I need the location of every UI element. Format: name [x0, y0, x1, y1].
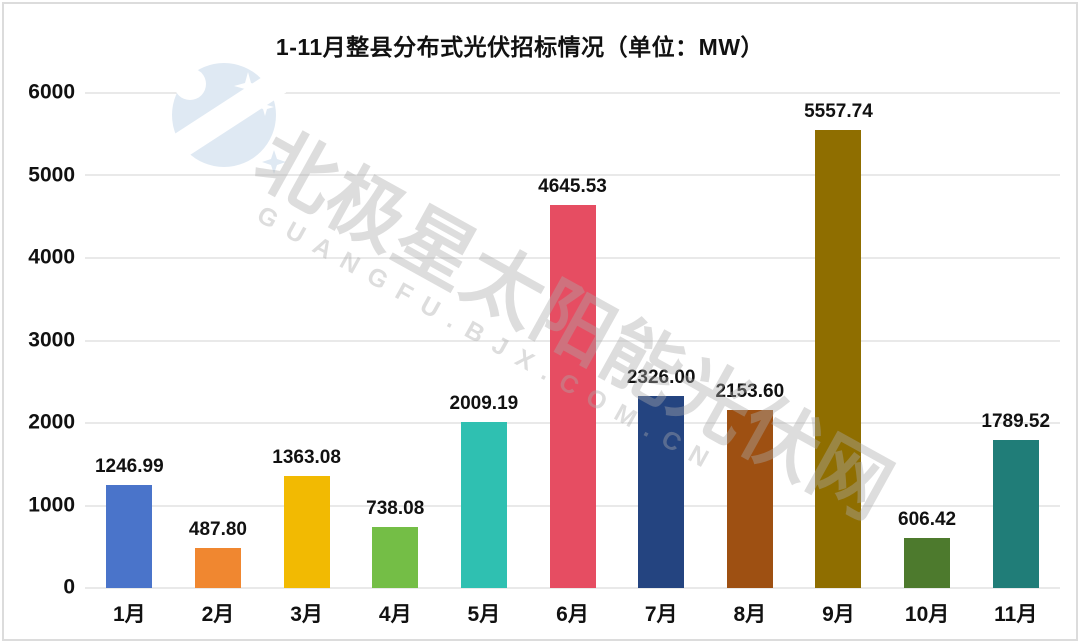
value-label-11月: 1789.52: [981, 411, 1051, 433]
bar-slot-10月: 606.42: [883, 93, 972, 588]
bjx-polaris-logo-icon: [168, 63, 286, 174]
y-tick-label-5000: 5000: [28, 163, 75, 187]
x-tick-label-3月: 3月: [290, 603, 323, 626]
y-tick-label-3000: 3000: [28, 328, 75, 352]
chart-title: 1-11月整县分布式光伏招标情况（单位：MW）: [275, 34, 765, 60]
value-label-8月: 2153.60: [715, 381, 785, 403]
bar-slot-5月: 2009.19: [440, 93, 529, 588]
value-label-3月: 1363.08: [272, 446, 341, 468]
bar-4月: [372, 527, 419, 588]
bar-slot-3月: 1363.08: [262, 93, 351, 588]
value-label-4月: 738.08: [366, 498, 425, 520]
bar-1月: [106, 485, 153, 588]
bars-container: 1246.99 487.80 1363.08 738.08 2009.19 4645.53…: [85, 93, 1060, 588]
value-label-5月: 2009.19: [449, 393, 519, 415]
bar-slot-7月: 2326.00: [617, 93, 706, 588]
gridline-6000: [85, 92, 1060, 94]
y-tick-label-4000: 4000: [28, 245, 75, 269]
value-label-2月: 487.80: [188, 518, 248, 540]
bar-slot-4月: 738.08: [351, 93, 440, 588]
gridline-5000: [85, 174, 1060, 177]
bar-8月: [726, 410, 773, 588]
x-tick-label-7月: 7月: [644, 603, 678, 626]
x-tick-label-9月: 9月: [822, 603, 855, 626]
bar-slot-11月: 1789.52: [971, 93, 1060, 588]
bar-slot-1月: 1246.99: [85, 93, 174, 588]
bar-11月: [992, 440, 1039, 588]
x-axis-labels: 1月 2月 3月 4月 5月 6月 7月 8月 9月 10月 11月: [85, 598, 1060, 628]
plot-area: 1246.99 487.80 1363.08 738.08 2009.19 4645.53…: [85, 92, 1060, 589]
bar-slot-2月: 487.80: [174, 93, 263, 588]
x-tick-label-11月: 11月: [994, 603, 1038, 626]
bar-10月: [904, 537, 951, 588]
x-tick-label-4月: 4月: [378, 603, 412, 626]
x-tick-label-10月: 10月: [904, 603, 950, 626]
x-tick-label-2月: 2月: [201, 603, 235, 626]
bar-7月: [638, 396, 685, 588]
bar-6月: [549, 204, 596, 588]
bar-slot-9月: 5557.74: [794, 93, 883, 588]
y-tick-label-0: 0: [63, 575, 75, 599]
value-label-6月: 4645.53: [538, 175, 607, 197]
bar-slot-6月: 4645.53: [528, 93, 617, 588]
x-tick-label-1月: 1月: [112, 603, 146, 626]
y-tick-label-2000: 2000: [28, 410, 75, 434]
y-axis-labels: 0 1000 2000 3000 4000 5000 6000: [0, 81, 75, 599]
gridline-0: [85, 587, 1060, 589]
value-label-7月: 2326.00: [626, 367, 696, 389]
bar-3月: [283, 475, 330, 588]
value-label-9月: 5557.74: [804, 100, 873, 122]
bar-2月: [194, 547, 241, 588]
x-tick-label-5月: 5月: [467, 603, 501, 626]
x-tick-label-8月: 8月: [733, 603, 767, 626]
y-tick-label-6000: 6000: [28, 80, 75, 104]
bar-5月: [460, 422, 507, 588]
x-tick-label-6月: 6月: [556, 603, 589, 626]
bar-9月: [815, 129, 862, 588]
value-label-10月: 606.42: [898, 508, 957, 530]
bar-slot-8月: 2153.60: [705, 93, 794, 588]
value-label-1月: 1246.99: [94, 456, 164, 478]
y-tick-label-1000: 1000: [28, 493, 75, 517]
